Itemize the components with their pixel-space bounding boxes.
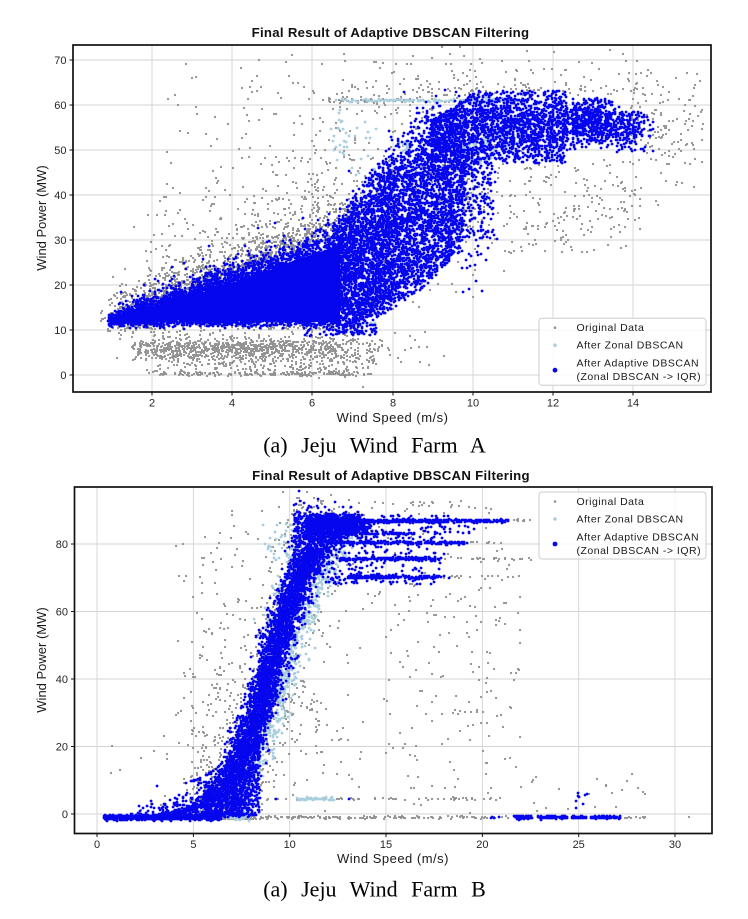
svg-text:25: 25 [573, 839, 585, 851]
svg-text:8: 8 [390, 398, 396, 410]
svg-text:Final Result of Adaptive DBSCA: Final Result of Adaptive DBSCAN Filterin… [252, 25, 530, 40]
svg-text:Wind Speed (m/s): Wind Speed (m/s) [337, 851, 449, 866]
svg-text:10: 10 [54, 325, 66, 337]
svg-text:Original Data: Original Data [577, 496, 645, 508]
svg-text:0: 0 [94, 839, 100, 851]
svg-text:20: 20 [56, 741, 68, 753]
svg-text:20: 20 [476, 839, 488, 851]
svg-text:(a) Jeju Wind Farm B: (a) Jeju Wind Farm B [263, 877, 486, 902]
svg-text:Wind Speed (m/s): Wind Speed (m/s) [336, 410, 448, 425]
svg-text:14: 14 [627, 398, 639, 410]
svg-text:(Zonal DBSCAN -> IQR): (Zonal DBSCAN -> IQR) [577, 371, 702, 383]
svg-text:40: 40 [56, 674, 68, 686]
svg-text:5: 5 [190, 839, 196, 851]
svg-text:(a) Jeju Wind Farm A: (a) Jeju Wind Farm A [263, 433, 486, 458]
svg-text:Wind Power (MW): Wind Power (MW) [34, 607, 49, 712]
svg-text:0: 0 [60, 370, 66, 382]
svg-text:Original Data: Original Data [577, 322, 645, 334]
svg-text:30: 30 [669, 839, 681, 851]
svg-text:30: 30 [54, 235, 66, 247]
svg-text:After Adaptive DBSCAN: After Adaptive DBSCAN [577, 532, 700, 544]
svg-text:6: 6 [309, 398, 315, 410]
svg-text:Wind Power (MW): Wind Power (MW) [34, 165, 49, 270]
svg-text:2: 2 [149, 398, 155, 410]
svg-text:80: 80 [56, 539, 68, 551]
svg-text:40: 40 [54, 190, 66, 202]
svg-text:Final Result of Adaptive DBSCA: Final Result of Adaptive DBSCAN Filterin… [252, 468, 530, 483]
svg-text:20: 20 [54, 280, 66, 292]
svg-text:60: 60 [56, 606, 68, 618]
svg-text:After Zonal DBSCAN: After Zonal DBSCAN [577, 340, 684, 352]
svg-text:70: 70 [54, 55, 66, 67]
svg-text:60: 60 [54, 100, 66, 112]
svg-text:10: 10 [467, 398, 479, 410]
svg-text:After Zonal DBSCAN: After Zonal DBSCAN [577, 514, 684, 526]
svg-text:(Zonal DBSCAN -> IQR): (Zonal DBSCAN -> IQR) [577, 545, 702, 557]
svg-text:After Adaptive DBSCAN: After Adaptive DBSCAN [577, 358, 700, 370]
svg-text:15: 15 [380, 839, 392, 851]
svg-text:12: 12 [547, 398, 559, 410]
svg-text:50: 50 [54, 145, 66, 157]
svg-text:10: 10 [284, 839, 296, 851]
svg-text:4: 4 [229, 398, 235, 410]
svg-text:0: 0 [62, 809, 68, 821]
